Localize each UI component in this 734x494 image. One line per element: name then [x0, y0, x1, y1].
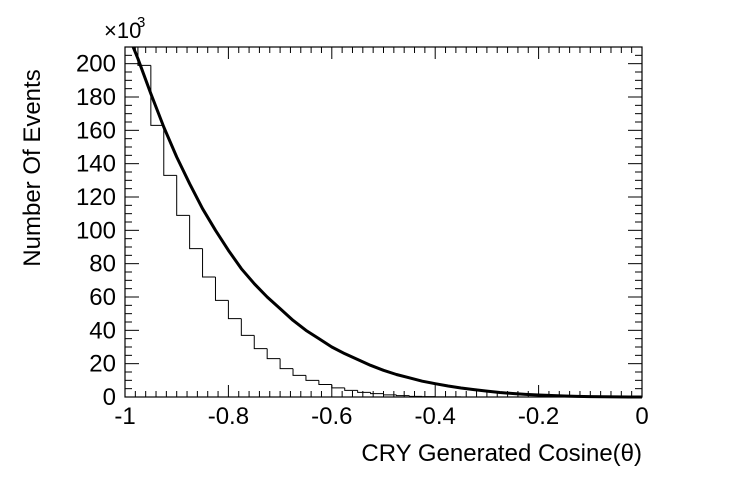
y-tick-label: 160	[76, 117, 116, 144]
plot-frame	[125, 47, 642, 397]
histogram-bin	[358, 390, 371, 392]
histogram-bin	[267, 349, 280, 359]
histogram-bin	[384, 394, 397, 395]
histogram-bin	[254, 335, 267, 348]
y-multiplier-label: ×10	[104, 18, 141, 43]
histogram-bin	[332, 385, 345, 388]
histogram-bin	[203, 249, 216, 277]
histogram-bin	[293, 369, 306, 376]
histogram-bin	[371, 392, 384, 393]
y-tick-label: 60	[89, 284, 116, 311]
y-tick-label: 20	[89, 351, 116, 378]
x-ticks	[125, 47, 642, 397]
y-tick-label: 0	[103, 384, 116, 411]
x-tick-label: -0.4	[415, 403, 456, 430]
x-axis-label: CRY Generated Cosine(θ)	[361, 440, 642, 467]
y-tick-label: 120	[76, 184, 116, 211]
histogram-bin	[409, 396, 422, 397]
fit-layer	[133, 47, 642, 397]
y-axis-label: Number Of Events	[19, 69, 46, 266]
y-tick-label: 40	[89, 317, 116, 344]
x-tick-label: -0.2	[518, 403, 559, 430]
y-tick-label: 80	[89, 251, 116, 278]
y-tick-label: 180	[76, 84, 116, 111]
y-tick-label: 100	[76, 217, 116, 244]
x-tick-label: -0.8	[208, 403, 249, 430]
histogram-bin	[228, 300, 241, 318]
histogram-bin	[190, 215, 203, 248]
x-tick-label: -0.6	[311, 403, 352, 430]
histogram-bin	[306, 375, 319, 380]
y-tick-label: 200	[76, 51, 116, 78]
x-tick-label: 0	[635, 403, 648, 430]
y-tick-labels: 0 20 40 60 80 100 120 140 160 180 200	[76, 51, 116, 411]
histogram-bin	[319, 380, 332, 384]
x-tick-label: -1	[114, 403, 135, 430]
y-ticks	[125, 47, 642, 397]
histogram-bin	[280, 359, 293, 369]
histogram-bin	[345, 388, 358, 391]
histogram-bin	[215, 277, 228, 300]
x-tick-labels: -1 -0.8 -0.6 -0.4 -0.2 0	[114, 403, 648, 430]
fit-curve	[133, 47, 642, 397]
histogram-bin	[241, 319, 254, 336]
histogram-bin	[396, 395, 409, 396]
histogram-bars	[125, 47, 642, 397]
y-multiplier-exponent: 3	[137, 14, 145, 31]
y-tick-label: 140	[76, 151, 116, 178]
